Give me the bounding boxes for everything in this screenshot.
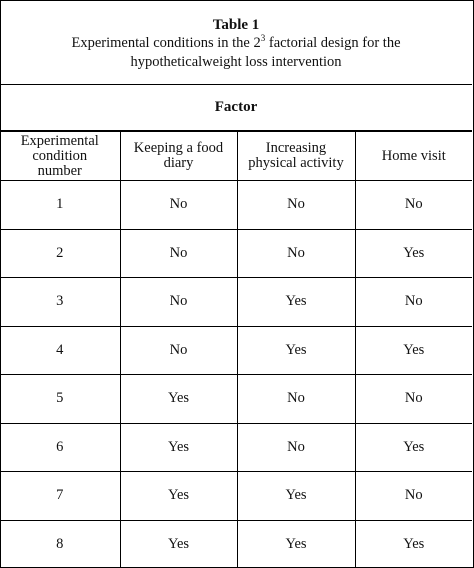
cell-condition: 5 [0, 374, 121, 424]
cell-home-visit: No [354, 471, 472, 521]
cell-food-diary: No [119, 180, 238, 230]
cell-food-diary: Yes [119, 519, 238, 568]
col-header-home-visit: Home visit [354, 131, 472, 181]
col-header-condition: Experimental condition number [0, 131, 121, 181]
cell-condition: 3 [0, 277, 121, 327]
cell-physical-activity: Yes [236, 277, 356, 327]
cell-home-visit: No [354, 180, 472, 230]
cell-condition: 4 [0, 325, 121, 375]
table-title: Table 1 [212, 17, 260, 33]
cell-food-diary: Yes [119, 374, 238, 424]
cell-physical-activity: No [236, 228, 356, 278]
cell-condition: 1 [0, 180, 121, 230]
cell-physical-activity: Yes [236, 519, 356, 568]
cell-food-diary: No [119, 325, 238, 375]
table-row: 3 No Yes No [0, 277, 472, 327]
cell-home-visit: Yes [354, 519, 472, 568]
cell-home-visit: No [354, 374, 472, 424]
header-row: Experimental condition number Keeping a … [0, 131, 472, 181]
col-header-food-diary: Keeping a food diary [119, 131, 238, 181]
cell-condition: 6 [0, 422, 121, 472]
cell-condition: 8 [0, 519, 121, 568]
factor-header: Factor [0, 85, 472, 131]
col-header-physical-activity: Increasing physical activity [236, 131, 356, 181]
cell-condition: 2 [0, 228, 121, 278]
cell-home-visit: Yes [354, 422, 472, 472]
cell-physical-activity: No [236, 422, 356, 472]
cell-food-diary: No [119, 277, 238, 327]
cell-home-visit: No [354, 277, 472, 327]
cell-home-visit: Yes [354, 228, 472, 278]
table-row: 8 Yes Yes Yes [0, 519, 472, 568]
table-caption: Table 1 Experimental conditions in the 2… [0, 0, 472, 85]
cell-physical-activity: No [236, 180, 356, 230]
cell-food-diary: No [119, 228, 238, 278]
table-row: 6 Yes No Yes [0, 422, 472, 472]
cell-physical-activity: Yes [236, 325, 356, 375]
table-subtitle-line-2: hypotheticalweight loss intervention [130, 54, 342, 70]
table-row: 1 No No No [0, 180, 472, 230]
cell-food-diary: Yes [119, 422, 238, 472]
table-row: 4 No Yes Yes [0, 325, 472, 375]
cell-food-diary: Yes [119, 471, 238, 521]
cell-condition: 7 [0, 471, 121, 521]
superscript: 3 [260, 33, 266, 44]
conditions-table: Experimental condition number Keeping a … [0, 131, 472, 568]
cell-physical-activity: No [236, 374, 356, 424]
cell-home-visit: Yes [354, 325, 472, 375]
cell-physical-activity: Yes [236, 471, 356, 521]
table-row: 2 No No Yes [0, 228, 472, 278]
table-row: 5 Yes No No [0, 374, 472, 424]
table-row: 7 Yes Yes No [0, 471, 472, 521]
table-subtitle-line-1: Experimental conditions in the 23 factor… [71, 33, 401, 51]
